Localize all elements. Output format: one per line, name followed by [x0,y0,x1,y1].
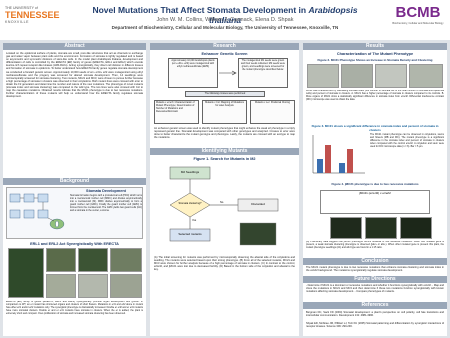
arrow [219,70,237,76]
reference: Bergman DC, Sack FD (2004) Stomatal deve… [306,311,444,318]
logo-left-top: THE UNIVERSITY of [5,6,38,10]
section-heading: Results [303,43,447,50]
micrograph [110,274,142,298]
diagram-title: Stomata Development [86,189,126,193]
abstract-text: Located on the epidermal surface of plan… [6,52,143,99]
reference: Shpak ED, McAbee JM, Pillitteri LJ, Tori… [306,322,444,329]
stomata-diagram [9,193,65,230]
mutant-box: Mutants x Ler: Positional Cloning [250,100,295,124]
mutant-box: Mutants x er/er3: Characterization of Mu… [154,100,199,124]
research-text: An enhancer genetic screen was used to i… [154,127,295,140]
subheading: Enhancer Genetic Screen [201,52,248,56]
micrograph [78,274,108,298]
micrograph [409,64,443,88]
figure-title: ERL1 and ERL2 Act Synergistically With E… [30,242,119,246]
figure-caption: ERECTA (ER) family of genes (ERECTA, ERL… [6,301,143,315]
subheading: Characterization of The Mutant Phenotype [336,52,414,56]
authors: John W. M. Collins, William J. Carmack, … [156,17,294,23]
figure-text: The MC21 mutant phenotype can be observe… [370,133,444,148]
figure-title: Figure 4. jMC21 phenotype is due to two … [331,182,419,186]
flow-box: The mutagenized M1 seeds were grown and … [238,58,288,88]
flow-node: Selected mutants [178,232,202,236]
title-italic: Arabidopsis thaliana [208,5,358,25]
seedling-photo [330,217,362,239]
right-column [303,43,447,336]
seedling-photo [400,217,432,239]
micrograph [46,274,76,298]
figure-caption: MC21 was characterized by calculating st… [306,90,444,101]
future-text: - Determine if MC21 is a dominant or rec… [306,284,444,294]
conclusion-text: The MC21 mutant phenotype is due to two … [306,266,444,273]
flow-node: Discarded [251,202,265,206]
title: Novel Mutations That Affect Stomata Deve… [90,5,360,25]
logo-left: TENNESSEE [5,10,60,20]
affiliation: Department of Biochemistry, Cellular and… [111,25,339,30]
figure-title: Figure 3. MC21 shows a significant diffe… [311,124,439,132]
cross-diagram: jMC21 (er/erl2) x er/erl2 [320,190,430,214]
section-heading: Research [150,43,299,50]
logo-left-bottom: KNOXVILLE [5,20,29,24]
plant-photo [8,248,44,298]
plant-photo [78,248,108,272]
flow-label: Yes [192,219,197,222]
plant-photo [110,248,142,272]
section-heading: Conclusion [303,258,447,265]
logo-right-sub: Biochemistry, Cellular and Molecular Bio… [392,22,444,25]
micrograph [375,64,407,88]
diagram-text: Stomata formation begins with a protoder… [70,194,142,212]
flow-node: Stomata clustering? [178,202,202,205]
figure-title: Figure 1. Search for Mutants in M2 [193,157,256,161]
section-heading: Abstract [3,43,146,50]
section-heading: References [303,302,447,309]
section-heading: Future Directions [303,276,447,283]
flow-node: M2 Seedlings [180,170,200,174]
mutant-box: Mutants x Col: Mapping of Mutations for … [202,100,247,124]
micrograph [341,64,373,88]
header [0,0,450,40]
micrograph [307,64,339,88]
flow-bar: The following crosses were performed [185,91,265,97]
flow-box: Approximately 10,000 Arabidopsis plants … [168,58,218,88]
section-heading: Identifying Mutants [150,148,299,155]
flow-label: No [220,201,224,204]
plant-photo [46,248,76,272]
title-main: Novel Mutations That Affect Stomata Deve… [92,5,309,15]
figure-caption: (A) Preliminary data suggest that jMC21 … [306,241,444,249]
section-heading: Background [3,178,146,185]
figure-title: Figure 2. MC21 Phenotype Shows an Increa… [317,58,433,62]
seedling-photo [365,217,397,239]
figure-caption: (A) The initial screening for mutants wa… [154,256,295,272]
bar-chart-image [312,135,365,174]
flowchart [169,166,279,246]
logo-right: BCMB [395,4,441,21]
